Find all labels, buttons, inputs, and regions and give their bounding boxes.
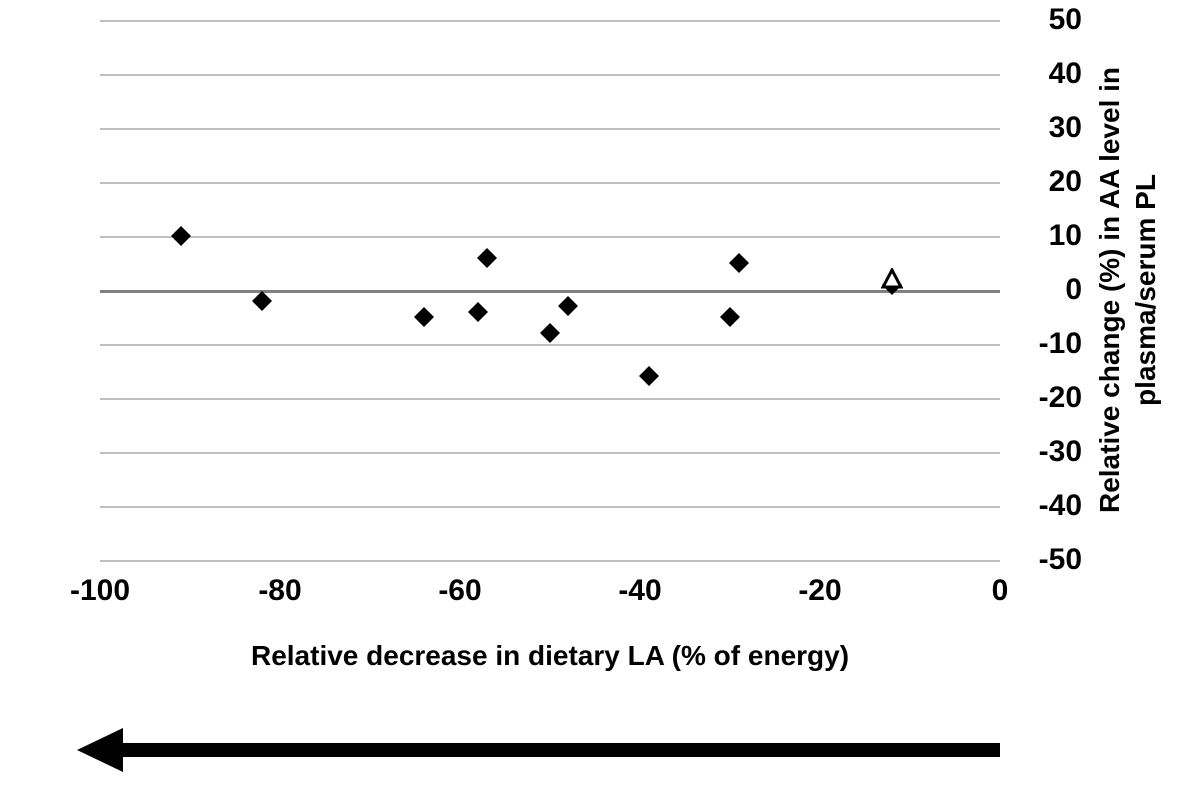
x-tick-label: -100	[70, 574, 130, 608]
diamond-marker	[252, 291, 272, 311]
gridline	[100, 182, 1000, 184]
gridline	[100, 506, 1000, 508]
x-tick-label: -80	[258, 574, 301, 608]
diamond-marker	[720, 307, 740, 327]
triangle-marker	[881, 268, 903, 290]
gridline	[100, 290, 1000, 293]
gridline	[100, 20, 1000, 22]
plot-area	[100, 20, 1000, 560]
y-axis-title-line2: plasma/serum PL	[1130, 174, 1162, 406]
y-tick-label: 40	[1012, 57, 1082, 91]
y-tick-label: 0	[1012, 273, 1082, 307]
y-axis-title-line1: Relative change (%) in AA level in	[1094, 67, 1126, 513]
gridline	[100, 452, 1000, 454]
gridline	[100, 560, 1000, 562]
direction-arrow-icon	[77, 723, 1023, 777]
scatter-chart: 50403020100-10-20-30-40-50 -100-80-60-40…	[40, 20, 1160, 780]
x-tick-label: 0	[992, 574, 1009, 608]
diamond-marker	[468, 302, 488, 322]
y-tick-label: -20	[1012, 381, 1082, 415]
x-tick-label: -40	[618, 574, 661, 608]
y-tick-label: -40	[1012, 489, 1082, 523]
x-axis-title: Relative decrease in dietary LA (% of en…	[100, 640, 1000, 672]
diamond-marker	[729, 253, 749, 273]
gridline	[100, 128, 1000, 130]
y-tick-label: -10	[1012, 327, 1082, 361]
y-tick-label: 50	[1012, 3, 1082, 37]
gridline	[100, 236, 1000, 238]
gridline	[100, 398, 1000, 400]
gridline	[100, 344, 1000, 346]
diamond-marker	[171, 226, 191, 246]
y-tick-label: 10	[1012, 219, 1082, 253]
diamond-marker	[477, 248, 497, 268]
y-tick-label: 20	[1012, 165, 1082, 199]
diamond-marker	[639, 366, 659, 386]
diamond-marker	[540, 323, 560, 343]
diamond-marker	[558, 296, 578, 316]
gridline	[100, 74, 1000, 76]
y-tick-label: -50	[1012, 543, 1082, 577]
x-tick-label: -60	[438, 574, 481, 608]
diamond-marker	[414, 307, 434, 327]
x-tick-label: -20	[798, 574, 841, 608]
y-tick-label: 30	[1012, 111, 1082, 145]
y-tick-label: -30	[1012, 435, 1082, 469]
